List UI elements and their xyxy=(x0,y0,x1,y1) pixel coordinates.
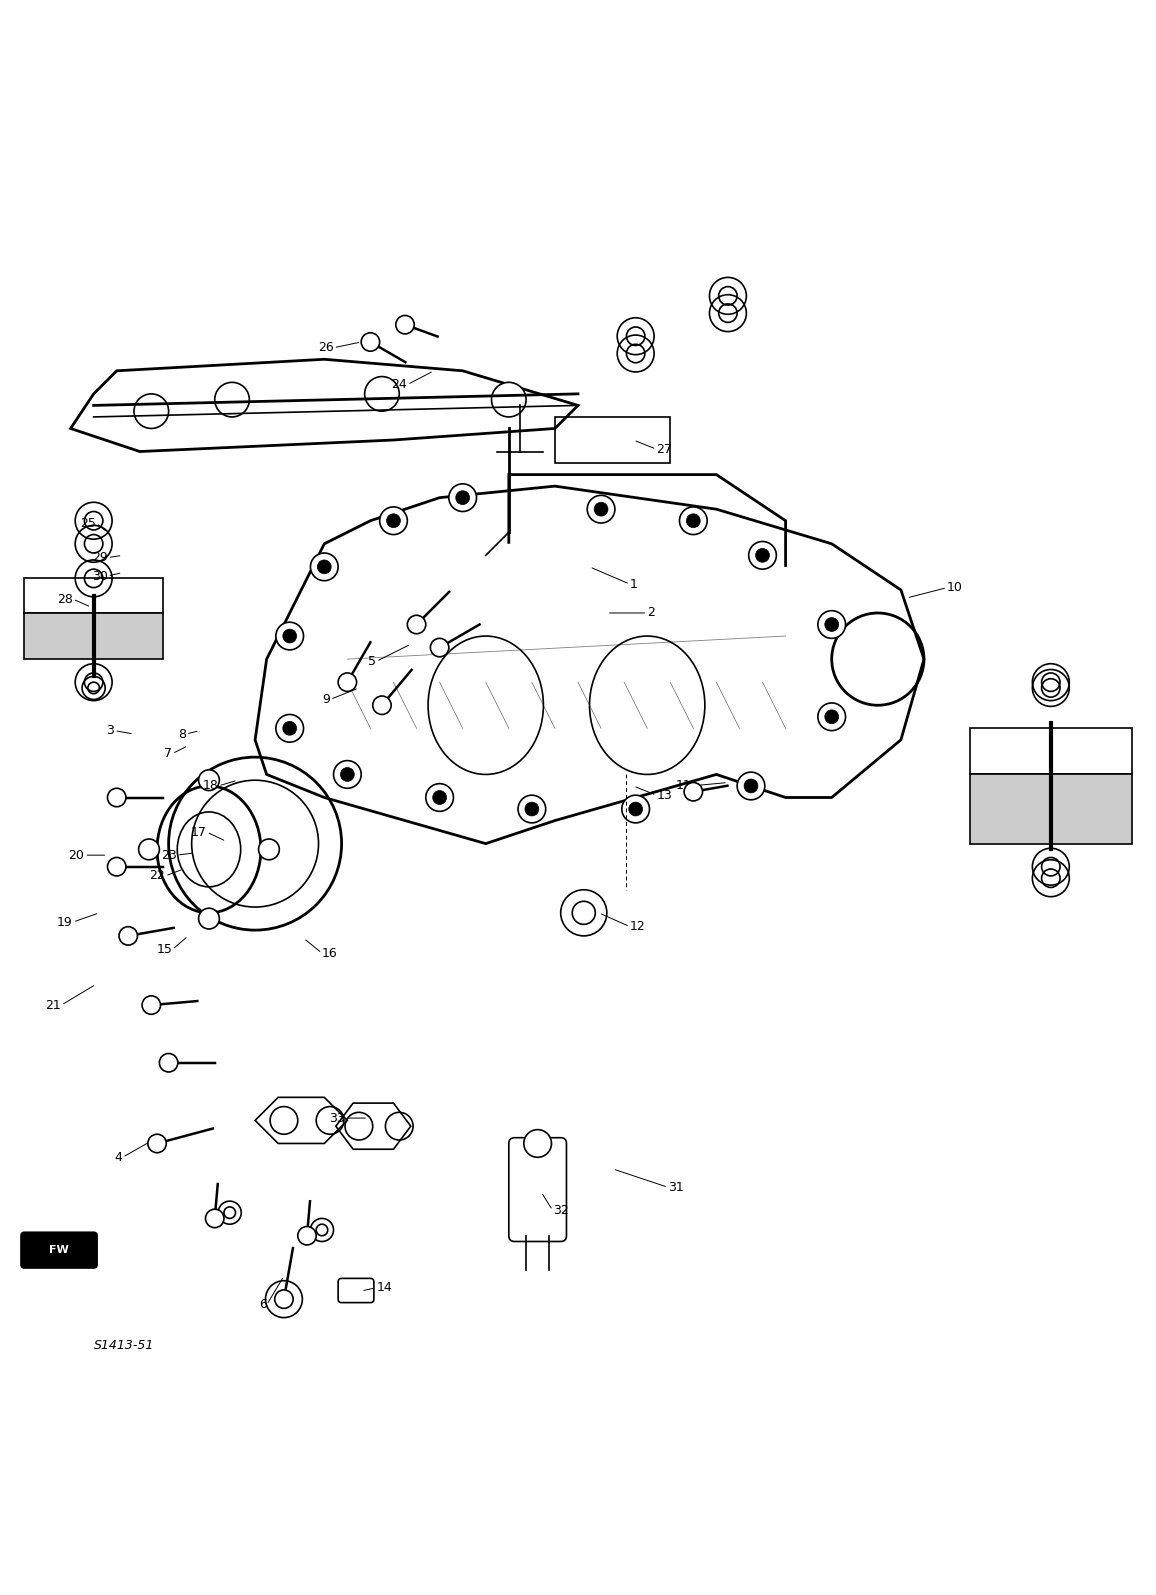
Circle shape xyxy=(425,783,453,812)
Text: FW: FW xyxy=(50,1244,69,1255)
Text: 12: 12 xyxy=(630,920,646,933)
Text: 9: 9 xyxy=(323,692,331,707)
Circle shape xyxy=(744,778,758,793)
Circle shape xyxy=(386,514,400,528)
Circle shape xyxy=(199,770,220,791)
Circle shape xyxy=(199,908,220,928)
Circle shape xyxy=(525,802,539,817)
Text: 27: 27 xyxy=(657,443,673,456)
Circle shape xyxy=(206,1209,224,1228)
Circle shape xyxy=(340,767,354,782)
Circle shape xyxy=(139,839,160,860)
Text: 6: 6 xyxy=(259,1298,267,1311)
Circle shape xyxy=(160,1054,178,1072)
Circle shape xyxy=(629,802,643,817)
Text: 28: 28 xyxy=(57,593,73,606)
Circle shape xyxy=(334,761,361,788)
Circle shape xyxy=(824,710,838,724)
Text: 17: 17 xyxy=(191,826,207,839)
Circle shape xyxy=(524,1129,551,1158)
Text: 24: 24 xyxy=(392,378,407,391)
Text: 1: 1 xyxy=(630,577,638,590)
Circle shape xyxy=(749,541,777,569)
Circle shape xyxy=(449,483,476,512)
Circle shape xyxy=(687,514,701,528)
Circle shape xyxy=(266,1281,303,1317)
Text: 30: 30 xyxy=(91,569,108,582)
Circle shape xyxy=(134,394,169,429)
Circle shape xyxy=(311,553,338,581)
Text: S1413-51: S1413-51 xyxy=(94,1338,154,1353)
Circle shape xyxy=(215,383,250,416)
Text: 14: 14 xyxy=(376,1281,392,1294)
Circle shape xyxy=(824,617,838,632)
Circle shape xyxy=(283,628,297,643)
Text: 2: 2 xyxy=(647,606,655,619)
Text: 33: 33 xyxy=(329,1112,344,1124)
Text: 7: 7 xyxy=(164,746,172,761)
Text: 15: 15 xyxy=(156,943,172,957)
Text: 3: 3 xyxy=(106,724,114,737)
Text: 10: 10 xyxy=(947,581,963,593)
Text: 29: 29 xyxy=(91,552,108,565)
Circle shape xyxy=(518,796,546,823)
Polygon shape xyxy=(970,775,1132,844)
Text: 31: 31 xyxy=(668,1180,683,1193)
Circle shape xyxy=(430,638,449,657)
Circle shape xyxy=(622,796,650,823)
Text: 11: 11 xyxy=(675,780,691,793)
Circle shape xyxy=(587,496,615,523)
Text: 25: 25 xyxy=(80,517,96,530)
Text: 26: 26 xyxy=(318,341,334,354)
Circle shape xyxy=(738,772,765,799)
Circle shape xyxy=(594,502,608,517)
Circle shape xyxy=(361,333,379,351)
Polygon shape xyxy=(24,612,163,659)
Circle shape xyxy=(372,695,391,715)
Circle shape xyxy=(259,839,280,860)
Text: 23: 23 xyxy=(161,849,177,861)
Text: 21: 21 xyxy=(45,998,61,1011)
Circle shape xyxy=(283,721,297,735)
Text: 32: 32 xyxy=(553,1204,569,1217)
Circle shape xyxy=(119,927,138,946)
Circle shape xyxy=(395,316,414,333)
Text: 13: 13 xyxy=(657,788,672,802)
Circle shape xyxy=(680,507,707,534)
Circle shape xyxy=(491,383,526,416)
FancyBboxPatch shape xyxy=(21,1233,97,1268)
Circle shape xyxy=(338,673,356,691)
Text: 22: 22 xyxy=(149,869,165,882)
Text: 16: 16 xyxy=(323,947,338,960)
Circle shape xyxy=(142,995,161,1014)
Circle shape xyxy=(455,491,469,504)
Circle shape xyxy=(298,1227,317,1246)
Circle shape xyxy=(276,715,304,742)
Circle shape xyxy=(318,560,332,574)
Circle shape xyxy=(756,549,770,563)
Circle shape xyxy=(818,703,845,731)
Circle shape xyxy=(275,1290,294,1308)
Circle shape xyxy=(276,622,304,649)
Text: 20: 20 xyxy=(68,849,84,861)
Text: 19: 19 xyxy=(57,916,73,928)
Text: 5: 5 xyxy=(369,656,376,668)
Circle shape xyxy=(148,1134,166,1153)
Circle shape xyxy=(364,376,399,412)
Circle shape xyxy=(684,783,703,801)
Text: 4: 4 xyxy=(114,1152,123,1164)
Circle shape xyxy=(818,611,845,638)
Text: 18: 18 xyxy=(202,780,218,793)
Circle shape xyxy=(432,791,446,804)
Circle shape xyxy=(108,858,126,876)
Circle shape xyxy=(379,507,407,534)
Circle shape xyxy=(407,616,425,633)
Circle shape xyxy=(108,788,126,807)
Text: 8: 8 xyxy=(178,727,186,740)
